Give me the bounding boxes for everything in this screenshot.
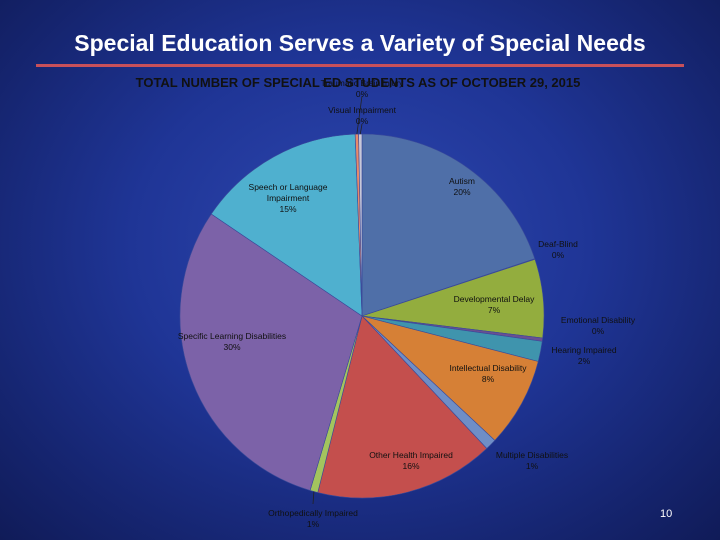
slice-label: Deaf-Blind 0% [538, 239, 578, 260]
leader-line [359, 123, 363, 135]
leader-line [312, 491, 315, 505]
slice-labels: Autism 20% Deaf-Blind 0% Developmental Delay… [178, 78, 636, 529]
leader-lines [312, 95, 363, 505]
pie-slice-speech-or-language-impairment [210, 133, 363, 317]
leader-line [356, 95, 363, 135]
slice-label: Other Health Impaired 16% [369, 450, 453, 471]
slice-label: Traumatic Brain Injury 0% [321, 78, 405, 99]
pie-slices [179, 133, 545, 499]
slice-label: Visual Impairment 0% [328, 105, 397, 126]
slice-label: Developmental Delay 7% [454, 294, 536, 315]
slice-label: Speech or Language Impairment 15% [249, 182, 328, 214]
slice-label: Hearing Impaired 2% [551, 345, 616, 366]
slice-label: Intellectual Disability 8% [449, 363, 527, 384]
pie-slice-other-health-impaired [317, 315, 488, 499]
pie-slice-autism [361, 133, 536, 317]
slice-label: Autism 20% [449, 176, 475, 197]
slide-title: Special Education Serves a Variety of Sp… [74, 30, 646, 56]
slice-label: Orthopedically Impaired 1% [268, 508, 358, 529]
pie-slice-intellectual-disability [361, 315, 539, 441]
title-underline [36, 64, 684, 67]
slice-label: Specific Learning Disabilities 30% [178, 331, 286, 352]
slice-label: Emotional Disability 0% [561, 315, 636, 336]
page-number: 10 [660, 508, 673, 520]
pie-slice-specific-learning-disabilities [179, 213, 363, 491]
chart-title: TOTAL NUMBER OF SPECIAL ED STUDENTS AS O… [136, 75, 581, 90]
slice-label: Multiple Disabilities 1% [496, 450, 568, 471]
